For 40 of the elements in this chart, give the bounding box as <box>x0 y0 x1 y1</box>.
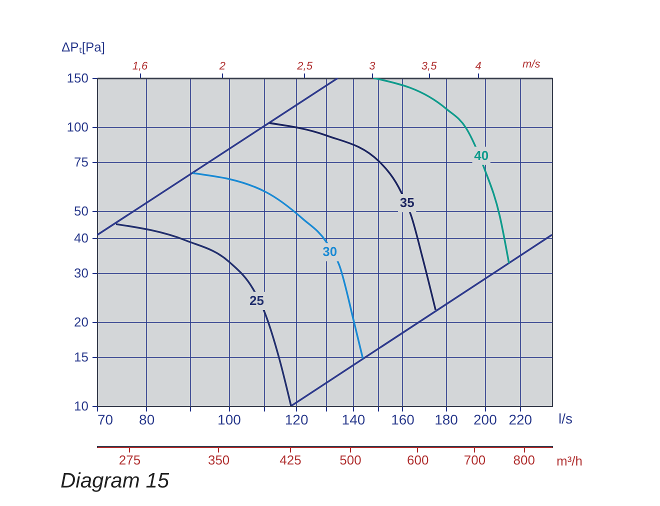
y-tick-label: 10 <box>74 398 88 414</box>
text: 350 <box>208 452 230 468</box>
text: 275 <box>118 452 141 468</box>
text: 3,5 <box>421 60 438 72</box>
text: 2,5 <box>296 60 314 72</box>
x-tick-label: 70 <box>98 412 114 428</box>
x-tick-label: 220 <box>508 412 532 428</box>
text: 3 <box>369 60 376 72</box>
text: Diagram 15 <box>60 470 170 492</box>
annotation: 35 <box>400 195 414 210</box>
y-tick-label: 75 <box>74 154 88 170</box>
text: 425 <box>280 452 302 468</box>
y-tick-label: 150 <box>66 70 88 86</box>
text: 800 <box>513 452 535 468</box>
text: m³/h <box>556 454 582 468</box>
y-axis-title: ΔPₜ[Pa] <box>62 40 105 54</box>
text: 600 <box>406 452 429 468</box>
x-axis-title: l/s <box>558 410 572 426</box>
y-tick-label: 15 <box>74 349 88 364</box>
y-tick-label: 50 <box>74 204 88 219</box>
text: 700 <box>464 452 486 468</box>
x-tick-label: 140 <box>342 412 366 428</box>
x-tick-label: 160 <box>391 412 415 428</box>
annotation: 40 <box>474 148 489 163</box>
x-tick-label: 200 <box>473 412 498 428</box>
y-tick-label: 40 <box>74 230 88 246</box>
x-tick-label: 100 <box>218 412 242 428</box>
y-tick-label: 20 <box>74 314 88 330</box>
annotation: 30 <box>322 244 338 260</box>
x2-axis-title: m/s <box>522 58 541 70</box>
text: 2 <box>218 60 226 72</box>
text: 1,6 <box>132 60 149 72</box>
text: 4 <box>475 60 482 72</box>
x-tick-label: 80 <box>139 412 155 428</box>
text: 500 <box>340 452 362 468</box>
x-tick-label: 180 <box>434 412 458 428</box>
annotation: 25 <box>250 292 264 308</box>
y-tick-label: 100 <box>66 120 88 135</box>
x-tick-label: 120 <box>284 412 308 428</box>
y-tick-label: 30 <box>74 265 88 280</box>
